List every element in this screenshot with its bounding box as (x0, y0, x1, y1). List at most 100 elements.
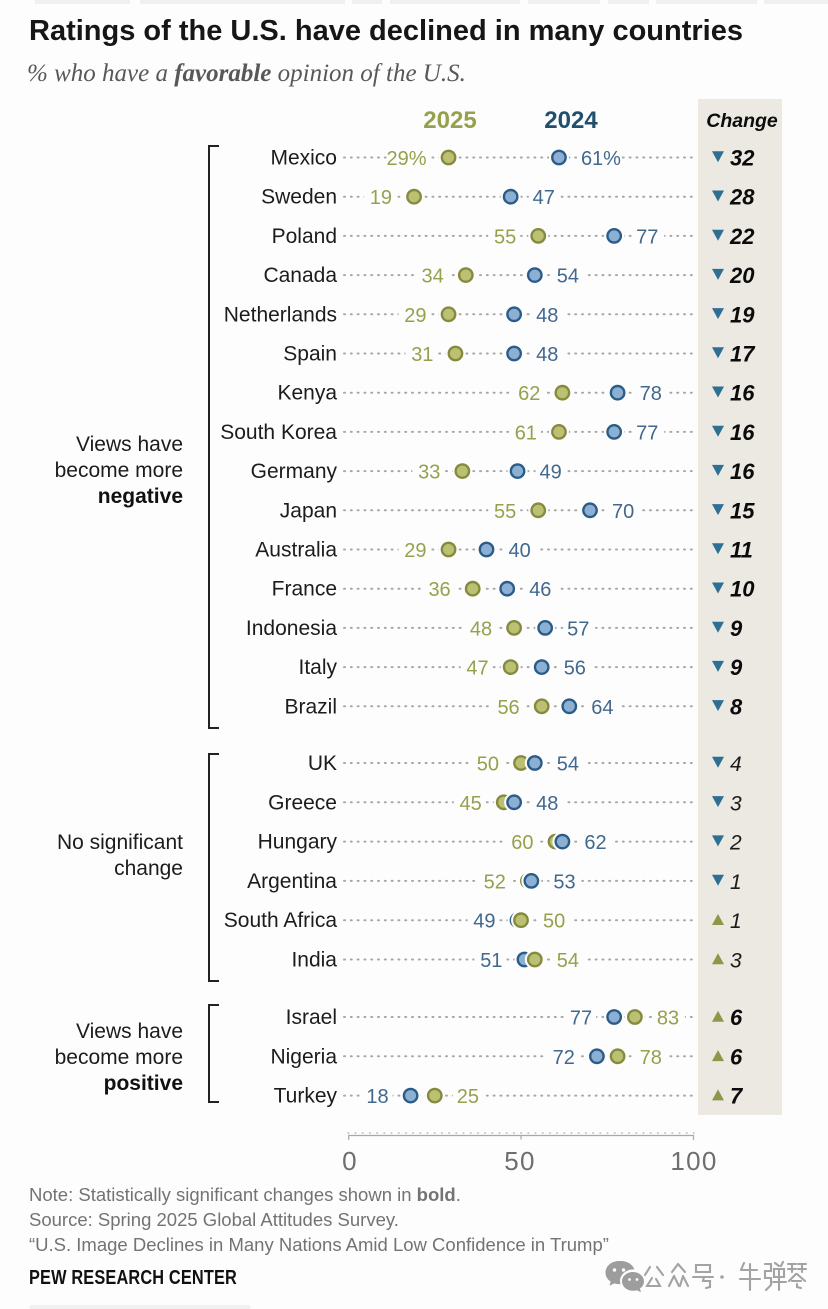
svg-text:19: 19 (370, 187, 392, 209)
svg-text:17: 17 (730, 342, 756, 367)
svg-text:Spain: Spain (283, 343, 337, 366)
svg-text:Nigeria: Nigeria (270, 1045, 337, 1068)
svg-text:Indonesia: Indonesia (246, 617, 337, 640)
svg-text:Note: Statistically significan: Note: Statistically significant changes … (29, 1184, 461, 1205)
svg-text:64: 64 (591, 697, 613, 719)
svg-text:49: 49 (540, 462, 562, 484)
svg-text:France: France (272, 578, 337, 601)
svg-text:PEW RESEARCH CENTER: PEW RESEARCH CENTER (29, 1267, 237, 1289)
svg-text:become more: become more (55, 1046, 183, 1069)
svg-text:Germany: Germany (251, 460, 338, 483)
svg-text:1: 1 (730, 871, 742, 894)
svg-text:72: 72 (553, 1047, 575, 1069)
svg-text:50: 50 (543, 911, 565, 933)
svg-text:50: 50 (504, 1146, 536, 1176)
svg-text:29: 29 (404, 540, 426, 562)
svg-text:54: 54 (557, 266, 579, 288)
svg-text:become more: become more (55, 459, 183, 482)
svg-text:77: 77 (570, 1008, 592, 1030)
svg-text:Italy: Italy (298, 656, 337, 679)
svg-text:48: 48 (470, 618, 492, 640)
svg-text:negative: negative (98, 485, 183, 508)
svg-text:62: 62 (518, 383, 540, 405)
svg-text:52: 52 (484, 871, 506, 893)
svg-text:50: 50 (477, 754, 499, 776)
svg-text:Views have: Views have (76, 1020, 183, 1043)
svg-text:Source: Spring 2025 Global Att: Source: Spring 2025 Global Attitudes Sur… (29, 1209, 399, 1230)
svg-text:49: 49 (473, 911, 495, 933)
svg-text:India: India (291, 949, 337, 972)
svg-text:Poland: Poland (272, 225, 337, 248)
svg-text:3: 3 (730, 792, 742, 815)
svg-text:48: 48 (536, 344, 558, 366)
svg-text:47: 47 (466, 658, 488, 680)
svg-text:16: 16 (730, 459, 755, 484)
svg-text:25: 25 (457, 1086, 479, 1108)
svg-text:Sweden: Sweden (261, 186, 337, 209)
svg-text:60: 60 (511, 832, 533, 854)
svg-text:Greece: Greece (268, 791, 337, 814)
svg-text:positive: positive (104, 1072, 183, 1095)
svg-text:48: 48 (536, 305, 558, 327)
svg-text:33: 33 (418, 462, 440, 484)
svg-text:54: 54 (557, 950, 579, 972)
svg-text:9: 9 (730, 616, 743, 641)
svg-text:4: 4 (730, 753, 742, 776)
svg-text:Israel: Israel (286, 1006, 337, 1029)
svg-text:62: 62 (584, 832, 606, 854)
svg-text:16: 16 (730, 420, 755, 445)
svg-text:Change: Change (706, 110, 778, 132)
svg-text:2024: 2024 (544, 107, 598, 134)
svg-text:100: 100 (670, 1146, 717, 1176)
svg-text:77: 77 (636, 422, 658, 444)
svg-text:55: 55 (494, 501, 516, 523)
svg-text:0: 0 (342, 1146, 358, 1176)
svg-text:56: 56 (497, 697, 519, 719)
svg-text:11: 11 (730, 538, 753, 563)
svg-text:Turkey: Turkey (274, 1085, 338, 1108)
svg-text:20: 20 (729, 263, 755, 288)
svg-text:Ratings of the U.S. have decli: Ratings of the U.S. have declined in man… (29, 15, 743, 47)
svg-text:1: 1 (730, 910, 742, 933)
svg-text:Australia: Australia (255, 539, 337, 562)
svg-text:No significant: No significant (57, 831, 183, 854)
svg-text:Brazil: Brazil (284, 695, 337, 718)
svg-text:2: 2 (729, 832, 742, 855)
svg-text:Hungary: Hungary (258, 831, 338, 854)
svg-text:Views have: Views have (76, 433, 183, 456)
svg-text:29: 29 (404, 305, 426, 327)
svg-text:7: 7 (730, 1084, 744, 1109)
svg-text:78: 78 (640, 383, 662, 405)
svg-text:48: 48 (536, 793, 558, 815)
svg-text:47: 47 (533, 187, 555, 209)
svg-text:40: 40 (509, 540, 531, 562)
svg-text:83: 83 (657, 1008, 679, 1030)
svg-text:change: change (114, 857, 183, 880)
svg-text:34: 34 (422, 266, 444, 288)
svg-text:South Korea: South Korea (220, 421, 337, 444)
svg-text:31: 31 (411, 344, 433, 366)
svg-text:16: 16 (730, 381, 755, 406)
svg-text:Kenya: Kenya (277, 382, 337, 405)
svg-text:36: 36 (428, 579, 450, 601)
svg-text:28: 28 (729, 185, 755, 210)
svg-text:61: 61 (515, 422, 537, 444)
svg-text:51: 51 (480, 950, 502, 972)
svg-text:22: 22 (729, 224, 755, 249)
svg-text:45: 45 (460, 793, 482, 815)
svg-text:77: 77 (636, 226, 658, 248)
svg-text:2025: 2025 (423, 107, 476, 134)
svg-text:54: 54 (557, 754, 579, 776)
svg-text:29%: 29% (387, 148, 427, 170)
svg-text:South Africa: South Africa (224, 909, 338, 932)
svg-text:6: 6 (730, 1044, 743, 1069)
svg-text:78: 78 (640, 1047, 662, 1069)
svg-text:6: 6 (730, 1005, 743, 1030)
svg-text:Argentina: Argentina (247, 870, 337, 893)
svg-text:3: 3 (730, 950, 742, 973)
svg-text:9: 9 (730, 655, 743, 680)
svg-text:56: 56 (564, 658, 586, 680)
svg-text:32: 32 (730, 146, 755, 171)
svg-text:UK: UK (308, 752, 337, 775)
svg-text:Mexico: Mexico (270, 147, 337, 170)
